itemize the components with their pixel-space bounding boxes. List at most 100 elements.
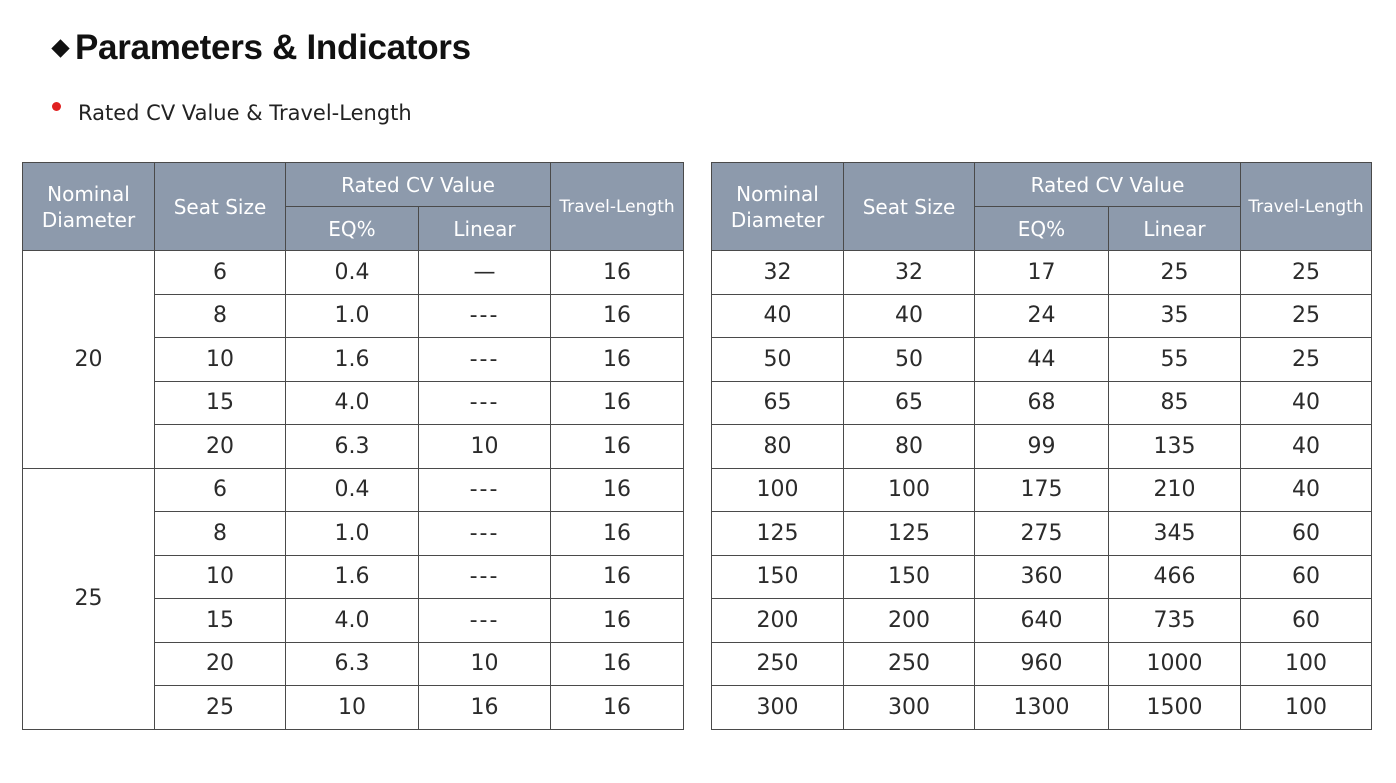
eq-cell: 0.4 bbox=[285, 250, 419, 295]
travel-length-cell: 16 bbox=[550, 641, 684, 686]
eq-cell: 4.0 bbox=[285, 598, 419, 643]
seat-size-cell: 15 bbox=[154, 598, 286, 643]
nominal-diameter-cell: 50 bbox=[711, 337, 844, 382]
seat-size-cell: 300 bbox=[843, 685, 975, 730]
header-nominal-diameter: Nominal Diameter bbox=[711, 162, 844, 251]
nominal-diameter-cell: 150 bbox=[711, 554, 844, 599]
nominal-diameter-cell: 100 bbox=[711, 467, 844, 512]
table-row: 8 1.0 --- 16 bbox=[23, 293, 684, 338]
table-row: 300 300 1300 1500 100 bbox=[711, 685, 1372, 730]
nominal-diameter-cell: 80 bbox=[711, 424, 844, 469]
seat-size-cell: 10 bbox=[154, 554, 286, 599]
seat-size-cell: 6 bbox=[154, 467, 286, 512]
table-row: 250 250 960 1000 100 bbox=[711, 641, 1372, 686]
table-row: 20 6.3 10 16 bbox=[23, 641, 684, 686]
eq-cell: 1.0 bbox=[285, 511, 419, 556]
seat-size-cell: 80 bbox=[843, 424, 975, 469]
table-row: 150 150 360 466 60 bbox=[711, 554, 1372, 599]
linear-cell: --- bbox=[418, 511, 551, 556]
nominal-diameter-cell: 250 bbox=[711, 641, 844, 686]
linear-cell: --- bbox=[418, 380, 551, 425]
linear-cell: 10 bbox=[418, 641, 551, 686]
linear-cell: 85 bbox=[1108, 380, 1241, 425]
table-row: 8 1.0 --- 16 bbox=[23, 511, 684, 556]
eq-cell: 360 bbox=[974, 554, 1109, 599]
page-title-text: Parameters & Indicators bbox=[75, 28, 471, 67]
page-title: Parameters & Indicators bbox=[50, 24, 471, 72]
header-travel-length: Travel-Length bbox=[1240, 162, 1372, 251]
eq-cell: 68 bbox=[974, 380, 1109, 425]
seat-size-cell: 50 bbox=[843, 337, 975, 382]
eq-cell: 1.6 bbox=[285, 554, 419, 599]
linear-cell: 1500 bbox=[1108, 685, 1241, 730]
linear-cell: --- bbox=[418, 467, 551, 512]
seat-size-cell: 100 bbox=[843, 467, 975, 512]
travel-length-cell: 16 bbox=[550, 511, 684, 556]
eq-cell: 960 bbox=[974, 641, 1109, 686]
travel-length-cell: 25 bbox=[1240, 293, 1372, 338]
nominal-diameter-cell: 200 bbox=[711, 598, 844, 643]
seat-size-cell: 25 bbox=[154, 685, 286, 730]
eq-cell: 4.0 bbox=[285, 380, 419, 425]
travel-length-cell: 16 bbox=[550, 293, 684, 338]
linear-cell: --- bbox=[418, 554, 551, 599]
travel-length-cell: 40 bbox=[1240, 380, 1372, 425]
seat-size-cell: 125 bbox=[843, 511, 975, 556]
header-seat-size: Seat Size bbox=[843, 162, 975, 251]
eq-cell: 6.3 bbox=[285, 641, 419, 686]
header-nominal-diameter: Nominal Diameter bbox=[22, 162, 155, 251]
linear-cell: --- bbox=[418, 598, 551, 643]
linear-cell: 10 bbox=[418, 424, 551, 469]
nominal-diameter-cell: 32 bbox=[711, 250, 844, 295]
seat-size-cell: 20 bbox=[154, 424, 286, 469]
eq-cell: 24 bbox=[974, 293, 1109, 338]
section-subtitle: Rated CV Value & Travel-Length bbox=[52, 98, 412, 128]
cv-table-left: Nominal Diameter Seat Size Rated CV Valu… bbox=[22, 162, 684, 730]
cv-table-right: Nominal Diameter Seat Size Rated CV Valu… bbox=[711, 162, 1372, 730]
travel-length-cell: 40 bbox=[1240, 467, 1372, 512]
linear-cell: 1000 bbox=[1108, 641, 1241, 686]
eq-cell: 99 bbox=[974, 424, 1109, 469]
seat-size-cell: 250 bbox=[843, 641, 975, 686]
nominal-diameter-cell: 20 bbox=[22, 250, 155, 469]
eq-cell: 175 bbox=[974, 467, 1109, 512]
header-eq: EQ% bbox=[974, 206, 1109, 251]
header-linear: Linear bbox=[1108, 206, 1241, 251]
table-row: 20 6 0.4—16 bbox=[22, 250, 684, 469]
linear-cell: — bbox=[418, 250, 551, 295]
travel-length-cell: 100 bbox=[1240, 641, 1372, 686]
travel-length-cell: 16 bbox=[550, 685, 684, 730]
travel-length-cell: 16 bbox=[550, 380, 684, 425]
travel-length-cell: 16 bbox=[550, 554, 684, 599]
linear-cell: 345 bbox=[1108, 511, 1241, 556]
seat-size-cell: 8 bbox=[154, 511, 286, 556]
travel-length-cell: 25 bbox=[1240, 250, 1372, 295]
travel-length-cell: 16 bbox=[550, 598, 684, 643]
seat-size-cell: 20 bbox=[154, 641, 286, 686]
travel-length-cell: 60 bbox=[1240, 554, 1372, 599]
seat-size-cell: 40 bbox=[843, 293, 975, 338]
eq-cell: 1.6 bbox=[285, 337, 419, 382]
linear-cell: 735 bbox=[1108, 598, 1241, 643]
travel-length-cell: 60 bbox=[1240, 511, 1372, 556]
seat-size-cell: 32 bbox=[843, 250, 975, 295]
travel-length-cell: 25 bbox=[1240, 337, 1372, 382]
table-row: 10 1.6 --- 16 bbox=[23, 554, 684, 599]
linear-cell: 466 bbox=[1108, 554, 1241, 599]
table-row: 125 125 275 345 60 bbox=[711, 511, 1372, 556]
seat-size-cell: 200 bbox=[843, 598, 975, 643]
table-row: 32 32 17 25 25 bbox=[711, 250, 1372, 295]
linear-cell: 135 bbox=[1108, 424, 1241, 469]
linear-cell: 35 bbox=[1108, 293, 1241, 338]
seat-size-cell: 15 bbox=[154, 380, 286, 425]
linear-cell: 16 bbox=[418, 685, 551, 730]
header-rated-cv-value: Rated CV Value bbox=[285, 162, 551, 207]
linear-cell: --- bbox=[418, 337, 551, 382]
travel-length-cell: 16 bbox=[550, 467, 684, 512]
table-row: 15 4.0 --- 16 bbox=[23, 598, 684, 643]
eq-cell: 17 bbox=[974, 250, 1109, 295]
travel-length-cell: 100 bbox=[1240, 685, 1372, 730]
travel-length-cell: 40 bbox=[1240, 424, 1372, 469]
header-seat-size: Seat Size bbox=[154, 162, 286, 251]
table-row: 15 4.0 --- 16 bbox=[23, 380, 684, 425]
